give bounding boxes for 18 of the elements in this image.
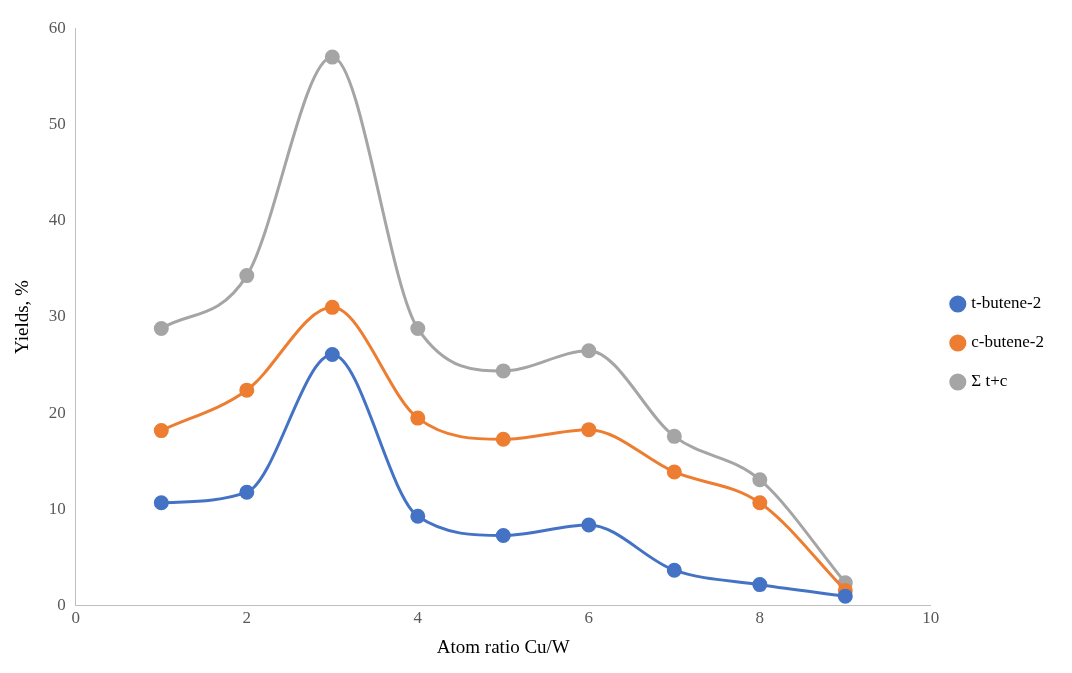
x-tick-label: 4 [413, 608, 423, 628]
y-tick-label: 0 [57, 595, 66, 615]
x-tick-label: 2 [242, 608, 252, 628]
legend-label: c-butene-2 [971, 332, 1045, 352]
y-tick-label: 30 [48, 306, 66, 326]
y-axis-title: Yields, % [11, 279, 33, 354]
x-tick-label: 0 [71, 608, 81, 628]
y-tick-label: 60 [48, 17, 66, 37]
y-tick-label: 50 [48, 113, 66, 133]
legend-label: t-butene-2 [971, 293, 1042, 313]
x-axis-title: Atom ratio Cu/W [436, 635, 570, 657]
x-tick-label: 8 [755, 608, 765, 628]
y-tick-label: 10 [48, 499, 66, 518]
y-tick-label: 20 [48, 402, 66, 422]
legend-label: Σ t+c [971, 371, 1008, 391]
x-tick-label: 6 [584, 608, 594, 628]
y-tick-label: 40 [48, 210, 66, 230]
x-tick-label: 10 [922, 608, 940, 628]
